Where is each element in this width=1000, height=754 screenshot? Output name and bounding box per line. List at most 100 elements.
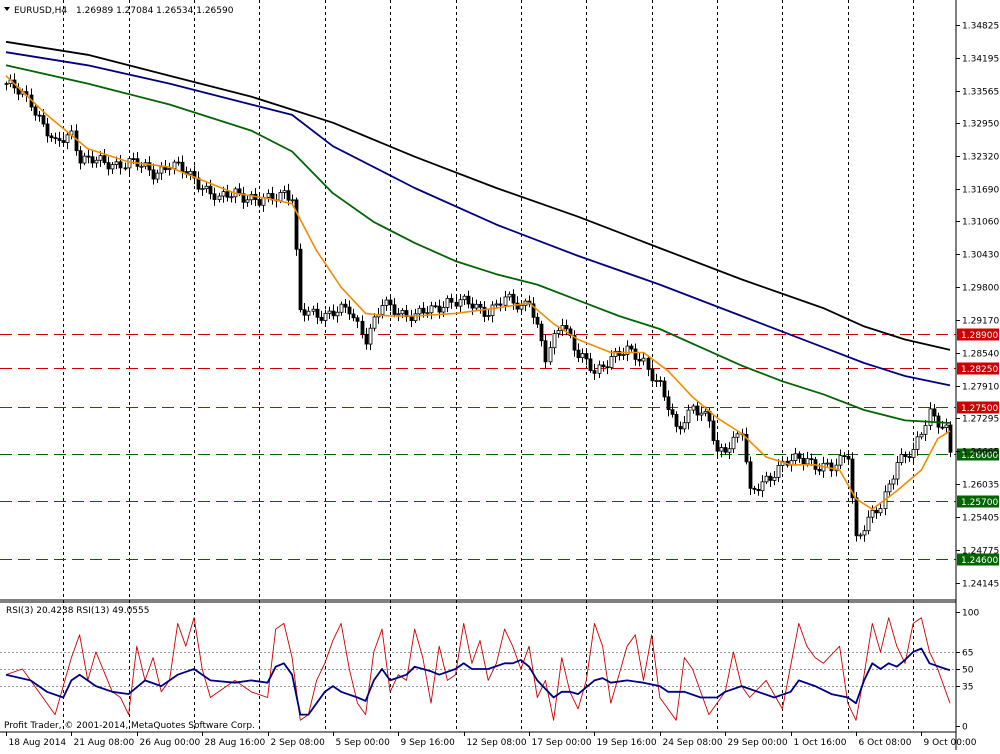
candle-body-bear <box>617 350 622 356</box>
candle-body-bull <box>548 347 553 363</box>
ma-line-3 <box>5 51 951 387</box>
candle-body-bull <box>772 476 777 481</box>
candle-body-bear <box>449 298 454 303</box>
candle-body-bear <box>286 190 291 201</box>
candle-body-bull <box>691 405 696 411</box>
candle-body-bull <box>609 356 614 368</box>
candle-body-bull <box>858 534 863 537</box>
rsi-tick-label: 0 <box>962 723 968 733</box>
candle-body-bear <box>176 161 181 164</box>
time-tick-label: 26 Aug 00:00 <box>140 738 201 748</box>
copyright-label: Profit Trader, © 2001-2014, MetaQuotes S… <box>4 721 255 731</box>
ohlc-label: 1.26989 1.27084 1.26534 1.26590 <box>76 6 234 16</box>
candle-body-bull <box>323 312 328 321</box>
candle-body-bear <box>388 299 393 306</box>
price-tick-label: 1.26035 <box>962 481 999 491</box>
price-tick-label: 1.32320 <box>962 153 999 163</box>
candle-body-bear <box>257 199 262 206</box>
candle-body-bull <box>98 155 103 161</box>
candle-body-bull <box>311 308 316 312</box>
candle-body-bull <box>155 172 160 180</box>
moving-averages <box>5 40 951 510</box>
candle-body-bull <box>891 478 896 485</box>
candle-body-bull <box>217 195 222 200</box>
candle-body-bull <box>866 516 871 532</box>
candle-body-bull <box>580 353 585 359</box>
candle-body-bull <box>380 304 385 315</box>
candle-body-bear <box>466 295 471 305</box>
candle-body-bull <box>862 530 867 536</box>
candle-body-bear <box>61 140 66 143</box>
candle-body-bull <box>249 193 254 201</box>
level-tag-support <box>957 448 999 461</box>
candle-body-bear <box>605 366 610 369</box>
candle-body-bull <box>805 458 810 465</box>
price-tick-label: 1.32950 <box>962 120 999 130</box>
candle-body-bull <box>172 161 177 169</box>
candle-body-bull <box>923 425 928 435</box>
candle-body-bear <box>437 305 442 313</box>
candle-body-bull <box>110 164 115 170</box>
rsi-tick-label: 35 <box>962 683 973 693</box>
candle-body-bull <box>266 193 271 198</box>
candle-body-bear <box>535 316 540 325</box>
time-tick-label: 9 Sep 16:00 <box>401 738 456 748</box>
candle-body-bull <box>413 313 418 322</box>
candle-body-bear <box>584 353 589 360</box>
candle-body-bear <box>846 455 851 460</box>
candle-body-bear <box>903 453 908 457</box>
candle-body-bull <box>290 199 295 202</box>
candle-body-bear <box>601 364 606 368</box>
time-tick-label: 17 Sep 00:00 <box>532 738 592 748</box>
symbol-label: EURUSD,H4 <box>14 6 67 16</box>
candle-body-bull <box>306 310 311 316</box>
price-tick-label: 1.24775 <box>962 547 999 557</box>
candle-body-bull <box>327 310 332 314</box>
time-tick-label: 21 Aug 08:00 <box>74 738 135 748</box>
candle-body-bear <box>539 323 544 342</box>
candle-body-bear <box>192 171 197 179</box>
candle-body-bear <box>797 453 802 459</box>
candle-body-bear <box>752 487 757 490</box>
candle-body-bear <box>666 396 671 411</box>
candle-body-bear <box>57 138 62 141</box>
candle-body-bear <box>49 135 54 139</box>
candle-body-bear <box>874 509 879 514</box>
level-tag-label: 1.27500 <box>961 404 998 414</box>
collapse-triangle-icon[interactable] <box>4 7 10 11</box>
rsi-axis: 100 65 50 35 0 <box>956 609 979 733</box>
candle-body-bear <box>53 137 58 140</box>
candle-body-bear <box>801 457 806 465</box>
candle-body-bear <box>658 380 663 382</box>
rsi-tick-label: 65 <box>962 649 973 659</box>
time-tick-label: 19 Sep 16:00 <box>597 738 657 748</box>
candle-body-bear <box>360 320 365 335</box>
candle-body-bear <box>543 340 548 363</box>
candle-body-bear <box>225 191 230 198</box>
time-tick-label: 28 Aug 16:00 <box>205 738 266 748</box>
rsi-line-1 <box>5 617 951 721</box>
candle-body-bull <box>127 158 132 169</box>
price-tick-label: 1.25405 <box>962 514 999 524</box>
candle-body-bull <box>719 447 724 452</box>
candle-body-bear <box>147 162 152 171</box>
candle-body-bear <box>817 468 822 472</box>
candle-body-bull <box>519 304 524 310</box>
candle-body-bear <box>208 185 213 195</box>
candle-body-bull <box>834 464 839 472</box>
candle-body-bull <box>4 83 9 85</box>
price-tick-label: 1.30430 <box>962 251 999 261</box>
candle-body-bear <box>45 123 50 137</box>
candle-body-bull <box>613 350 618 357</box>
candle-body-bull <box>139 165 144 168</box>
candle-body-bull <box>200 188 205 191</box>
price-tick-label: 1.31060 <box>962 218 999 228</box>
candle-body-bear <box>392 304 397 315</box>
candle-body-bear <box>86 155 91 158</box>
candle-body-bear <box>576 349 581 359</box>
candle-body-bull <box>699 412 704 416</box>
level-tag-label: 1.25700 <box>961 498 998 508</box>
candle-body-bull <box>441 307 446 313</box>
candle-body-bear <box>302 309 307 316</box>
